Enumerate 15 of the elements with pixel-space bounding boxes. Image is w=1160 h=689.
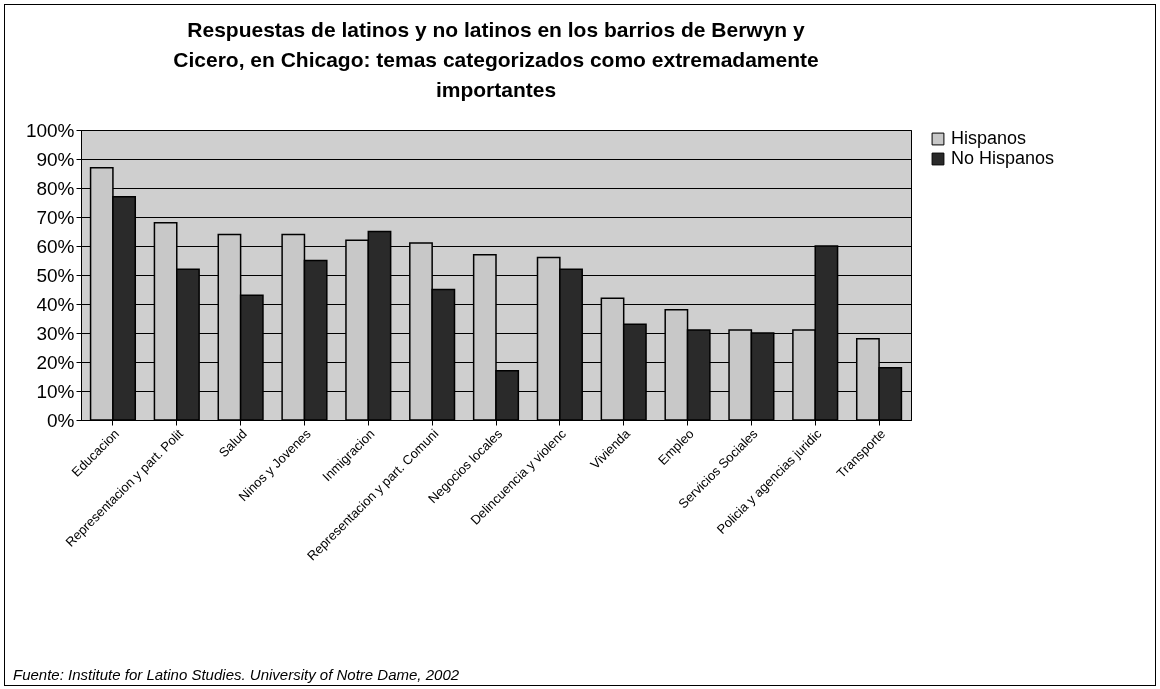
y-tick-label: 20% [36, 351, 75, 373]
y-tick-label: 70% [36, 206, 75, 228]
y-tick-label: 90% [36, 148, 75, 170]
y-tick-label: 0% [47, 409, 75, 431]
y-tick-label: 10% [36, 380, 75, 402]
y-tick-label: 30% [36, 322, 75, 344]
chart-title: Respuestas de latinos y no latinos en los barrios de Berwyn y Cicero, en Chicago: temas categorizados como extremadamente importantes [173, 18, 819, 101]
legend-label: Hispanos [951, 128, 1027, 148]
y-tick-label: 40% [36, 293, 75, 315]
legend-label: No Hispanos [951, 148, 1055, 168]
y-tick-label: 50% [36, 264, 75, 286]
source-note: Fuente: Institute for Latino Studies. University of Notre Dame, 2002 [13, 666, 460, 683]
y-tick-label: 60% [36, 235, 75, 257]
y-tick-label: 100% [25, 119, 75, 141]
y-tick-label: 80% [36, 177, 75, 199]
